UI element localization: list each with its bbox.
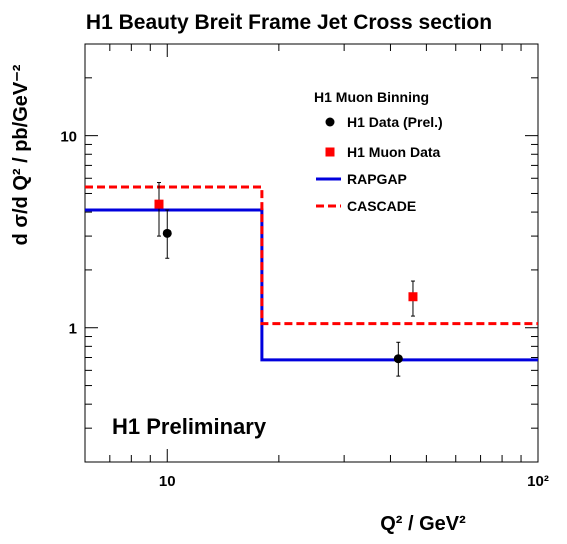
legend-title: H1 Muon Binning — [314, 89, 429, 105]
axis-ticks — [84, 43, 539, 463]
legend-symbol-h1-muon-data — [325, 147, 335, 157]
x-tick-label-100: 10² — [527, 473, 549, 490]
legend: H1 Muon Binning H1 Data (Prel.) H1 Muon … — [314, 89, 443, 214]
data-point-h1-muon — [408, 292, 418, 302]
legend-label-h1-data: H1 Data (Prel.) — [347, 114, 443, 130]
data-points — [154, 182, 418, 377]
y-tick-label-10: 10 — [60, 129, 77, 146]
legend-label-h1-muon-data: H1 Muon Data — [347, 144, 441, 160]
y-axis-label: d σ/d Q² / pb/GeV⁻² — [10, 64, 32, 245]
x-tick-label-10: 10 — [159, 473, 176, 490]
x-axis-label: Q² / GeV² — [380, 513, 466, 535]
data-point-h1 — [162, 228, 172, 238]
preliminary-annotation: H1 Preliminary — [112, 414, 267, 439]
data-point-h1 — [393, 354, 403, 364]
legend-label-cascade: CASCADE — [347, 198, 416, 214]
legend-label-rapgap: RAPGAP — [347, 171, 407, 187]
plot-frame — [84, 43, 539, 463]
legend-symbols — [316, 117, 341, 208]
y-tick-label-1: 1 — [69, 321, 77, 338]
data-point-h1-muon — [154, 199, 164, 209]
chart-title: H1 Beauty Breit Frame Jet Cross section — [86, 11, 492, 34]
curve-rapgap — [85, 208, 538, 362]
legend-symbol-h1-data — [325, 117, 335, 127]
model-curves — [85, 185, 538, 362]
curve-cascade — [85, 185, 538, 326]
